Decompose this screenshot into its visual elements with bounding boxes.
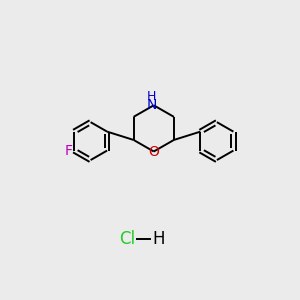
Text: O: O: [148, 145, 159, 158]
Text: H: H: [152, 230, 165, 248]
Text: F: F: [64, 144, 72, 158]
Text: H: H: [147, 90, 157, 103]
Text: Cl: Cl: [119, 230, 135, 248]
Text: N: N: [147, 98, 157, 112]
